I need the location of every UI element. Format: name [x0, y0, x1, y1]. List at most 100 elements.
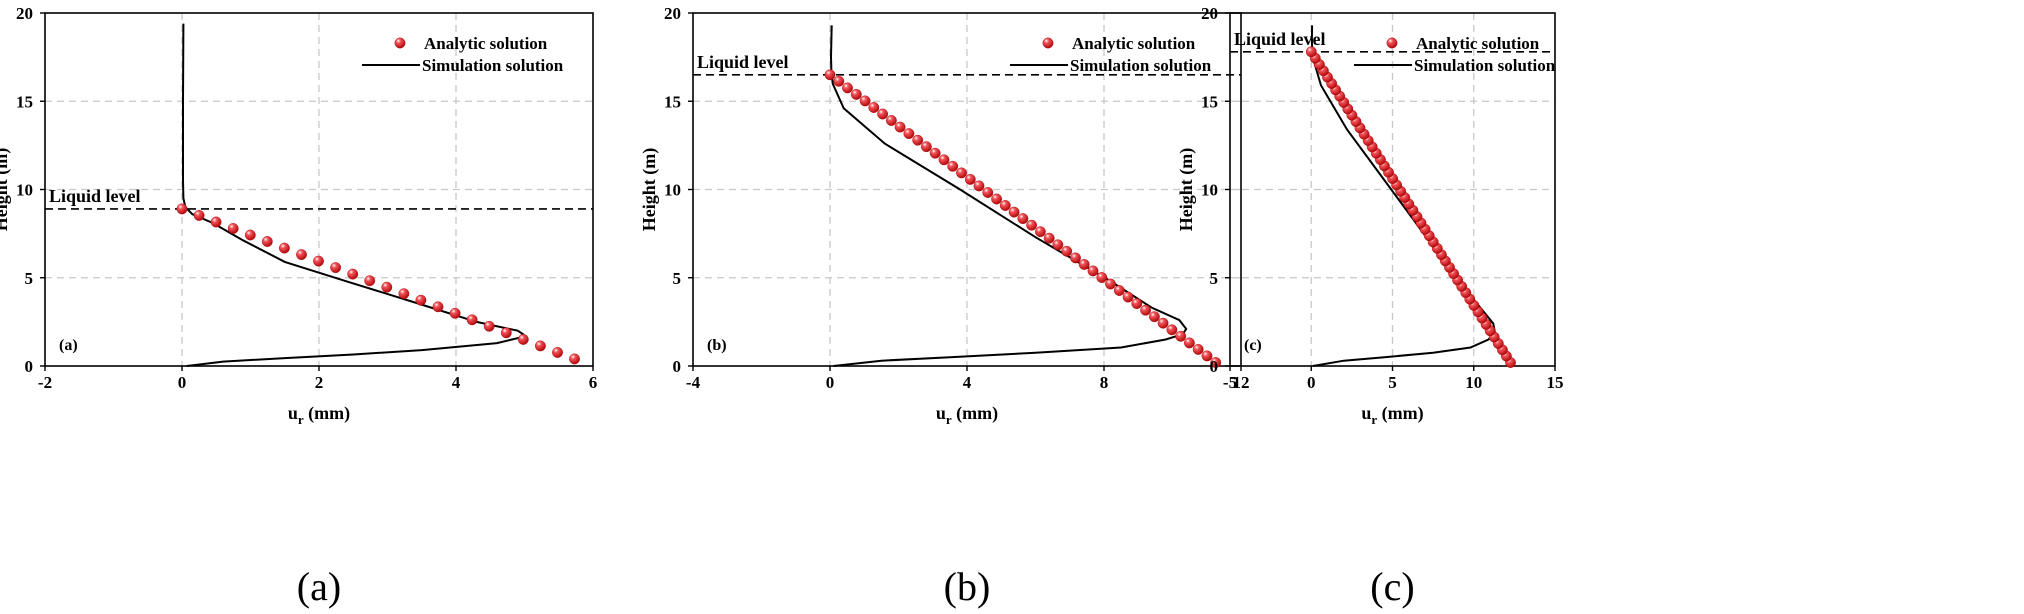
analytic-point — [894, 121, 906, 133]
analytic-point — [833, 75, 845, 87]
analytic-point — [886, 115, 897, 126]
legend-label-analytic: Analytic solution — [1416, 34, 1540, 53]
x-tick-label: 0 — [1307, 373, 1316, 392]
legend-label-analytic: Analytic solution — [424, 34, 548, 53]
y-axis-title: Height (m) — [1176, 148, 1197, 231]
analytic-point — [999, 200, 1011, 211]
analytic-point — [1035, 226, 1046, 238]
y-tick-label: 15 — [664, 92, 681, 111]
analytic-point — [398, 288, 410, 300]
analytic-point — [449, 307, 461, 319]
analytic-point — [552, 346, 563, 358]
analytic-point — [929, 147, 941, 159]
analytic-point — [850, 89, 862, 100]
y-tick-label: 10 — [664, 181, 681, 200]
analytic-point — [569, 353, 580, 365]
y-tick-label: 5 — [25, 269, 34, 288]
panel-caption: (c) — [1370, 564, 1414, 609]
analytic-point — [1149, 311, 1160, 323]
y-tick-label: 0 — [673, 357, 682, 376]
analytic-point — [1087, 265, 1099, 277]
simulation-line — [182, 23, 525, 367]
analytic-point — [1026, 219, 1038, 231]
panel-tag: (c) — [1244, 337, 1262, 354]
analytic-point — [364, 275, 376, 287]
analytic-point — [1008, 206, 1020, 218]
analytic-point — [868, 102, 880, 113]
analytic-point — [921, 141, 932, 153]
analytic-point — [1210, 357, 1222, 368]
y-tick-label: 15 — [1201, 92, 1218, 111]
legend-marker-analytic — [1386, 37, 1398, 49]
x-axis-title: ur (mm) — [1361, 403, 1423, 427]
analytic-point — [903, 128, 915, 140]
analytic-point — [1175, 330, 1187, 342]
x-axis-title: ur (mm) — [288, 403, 350, 427]
y-tick-label: 5 — [1210, 269, 1219, 288]
analytic-point — [1113, 285, 1125, 296]
y-axis-title: Height (m) — [0, 148, 12, 231]
analytic-point — [1017, 213, 1029, 225]
analytic-point — [1043, 232, 1055, 244]
y-tick-label: 10 — [1201, 181, 1218, 200]
analytic-point — [244, 229, 256, 241]
analytic-point — [1140, 304, 1152, 316]
panel-tag: (a) — [59, 337, 78, 354]
x-tick-label: 2 — [315, 373, 324, 392]
x-tick-label: 12 — [1233, 373, 1250, 392]
y-tick-label: 20 — [16, 4, 33, 23]
legend-label-simulation: Simulation solution — [1414, 56, 1556, 75]
liquid-level-label: Liquid level — [697, 52, 789, 72]
analytic-point — [1052, 239, 1064, 251]
panel-tag: (b) — [707, 337, 727, 354]
x-tick-label: 0 — [826, 373, 835, 392]
analytic-point — [500, 327, 512, 339]
x-tick-label: 15 — [1547, 373, 1564, 392]
x-tick-label: -4 — [686, 373, 701, 392]
analytic-point — [330, 262, 341, 273]
analytic-point — [432, 301, 444, 313]
legend-marker-analytic — [1042, 37, 1054, 49]
legend-label-simulation: Simulation solution — [1070, 56, 1212, 75]
analytic-point — [947, 160, 959, 172]
analytic-point — [381, 281, 393, 293]
x-axis-title: ur (mm) — [936, 403, 998, 427]
analytic-point — [176, 203, 188, 215]
analytic-point — [991, 193, 1002, 205]
legend-marker-analytic — [394, 37, 406, 49]
liquid-level-label: Liquid level — [1234, 29, 1326, 49]
y-tick-label: 20 — [664, 4, 681, 23]
analytic-point — [278, 242, 290, 254]
panel-caption: (a) — [297, 564, 341, 609]
analytic-point — [824, 69, 836, 81]
y-tick-label: 5 — [673, 269, 682, 288]
simulation-line — [829, 25, 1188, 367]
y-tick-label: 10 — [16, 181, 33, 200]
analytic-point — [877, 108, 888, 120]
y-tick-label: 0 — [25, 357, 34, 376]
y-tick-label: 0 — [1210, 357, 1219, 376]
y-tick-label: 15 — [16, 92, 33, 111]
analytic-point — [842, 82, 853, 94]
y-axis-title: Height (m) — [639, 148, 660, 231]
analytic-point — [1078, 258, 1090, 270]
analytic-point — [193, 209, 205, 221]
analytic-point — [466, 314, 478, 326]
x-tick-label: 5 — [1388, 373, 1397, 392]
x-tick-label: 4 — [452, 373, 461, 392]
y-tick-label: 20 — [1201, 4, 1218, 23]
analytic-point — [938, 154, 950, 166]
x-tick-label: 8 — [1100, 373, 1109, 392]
analytic-point — [210, 216, 222, 228]
x-tick-label: 4 — [963, 373, 972, 392]
analytic-point — [1201, 350, 1213, 362]
analytic-point — [1157, 317, 1169, 329]
analytic-point — [1192, 343, 1204, 355]
analytic-point — [313, 255, 324, 267]
analytic-point — [227, 223, 239, 234]
x-tick-label: 0 — [178, 373, 187, 392]
analytic-point — [517, 333, 529, 345]
